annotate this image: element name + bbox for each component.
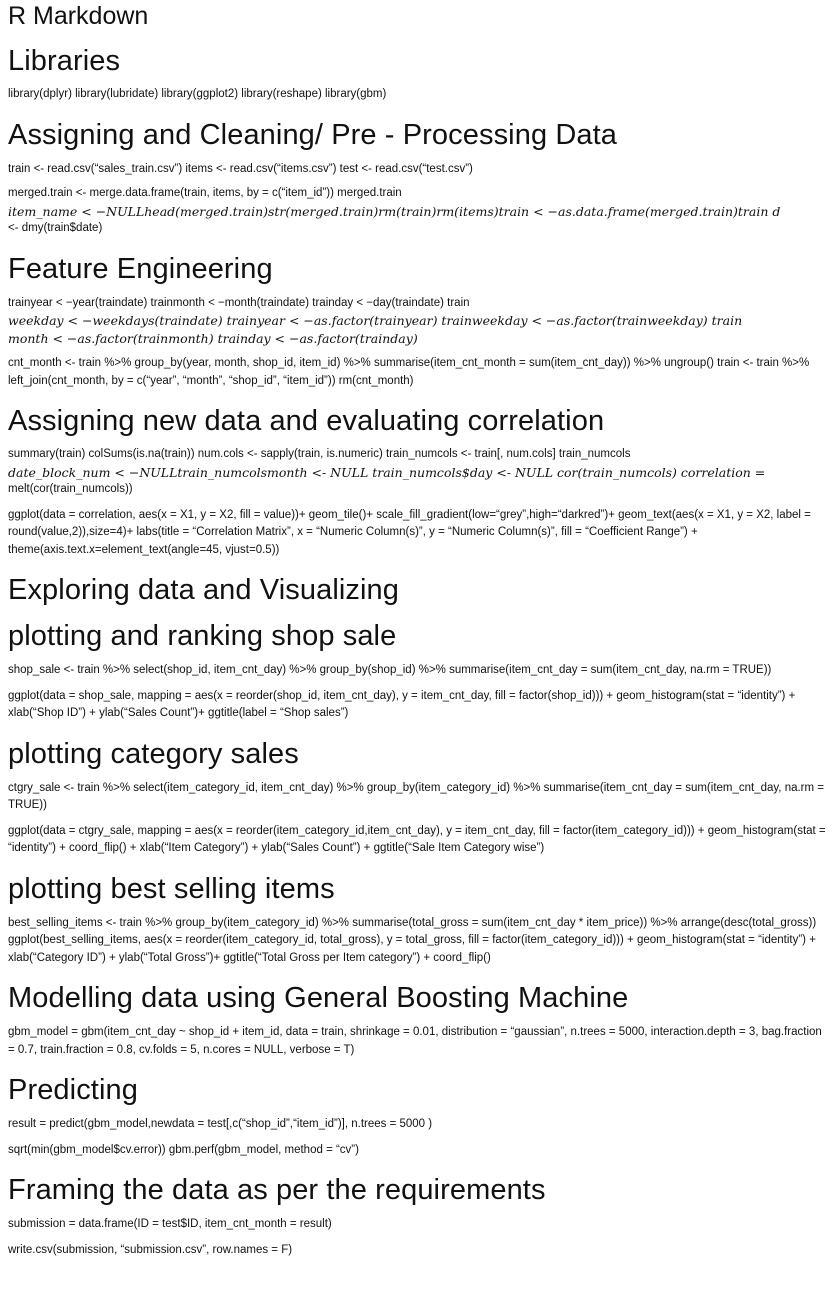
code-write-csv: write.csv(submission, “submission.csv”, … [8,1243,293,1256]
code-correlation: summary(train) colSums(is.na(train)) num… [8,446,826,499]
code-predict: result = predict(gbm_model,newdata = tes… [8,1118,433,1130]
code-merge: merged.train <- merge.data.frame(train, … [8,185,826,238]
code-submission: submission = data.frame(ID = test$ID, it… [8,1218,332,1230]
code-cv-error: sqrt(min(gbm_model$cv.error)) gbm.perf(g… [8,1143,359,1156]
code-merge-line-1: merged.train <- merge.data.frame(train, … [8,187,402,199]
document: R Markdown Libraries library(dplyr) libr… [8,0,826,1259]
heading-cleaning: Assigning and Cleaning/ Pre - Processing… [8,118,617,151]
code-date-features: trainyear < −year(traindate) trainmonth … [8,295,826,348]
heading-category-sales: plotting category sales [8,737,299,770]
code-correlation-plot: ggplot(data = correlation, aes(x = X1, y… [8,508,811,556]
heading-framing: Framing the data as per the requirements [8,1174,546,1206]
code-date-features-line-2: weekday < −weekdays(traindate) trainyear… [8,313,743,328]
code-cnt-month: cnt_month <- train %>% group_by(year, mo… [8,357,810,387]
heading-modelling: Modelling data using General Boosting Ma… [8,982,629,1014]
code-correlation-line-2: date_block_num < −NULLtrain_numcolsmonth… [8,464,766,480]
code-libraries: library(dplyr) library(lubridate) librar… [8,88,387,100]
code-shop-sale-plot: ggplot(data = shop_sale, mapping = aes(x… [8,689,796,720]
code-gbm-model: gbm_model = gbm(item_cnt_day ~ shop_id +… [8,1026,822,1056]
code-correlation-line-3: melt(cor(train_numcols)) [8,483,133,495]
heading-exploring: Exploring data and Visualizing [8,574,400,606]
code-merge-line-2: item_name < −NULLhead(merged.train)str(m… [8,203,781,219]
code-category-sales: ctgry_sale <- train %>% select(item_cate… [8,781,825,812]
heading-shop-sale: plotting and ranking shop sale [8,620,397,652]
heading-libraries: Libraries [8,45,121,77]
code-date-features-line-1: trainyear < −year(traindate) trainmonth … [8,296,470,309]
code-date-features-line-3: month < −as.factor(trainmonth) trainday … [8,330,418,346]
code-read-csv: train <- read.csv(“sales_train.csv”) ite… [8,162,473,175]
code-merge-line-3: <- dmy(train$date) [8,222,103,234]
code-category-sales-plot: ggplot(data = ctgry_sale, mapping = aes(… [8,824,826,855]
heading-feature-engineering: Feature Engineering [8,252,273,285]
code-shop-sale: shop_sale <- train %>% select(shop_id, i… [8,664,772,676]
document-title: R Markdown [8,2,149,30]
code-best-selling: best_selling_items <- train %>% group_by… [8,916,817,964]
heading-predicting: Predicting [8,1074,138,1106]
code-correlation-line-1: summary(train) colSums(is.na(train)) num… [8,448,631,460]
heading-best-selling: plotting best selling items [8,872,335,905]
heading-correlation: Assigning new data and evaluating correl… [8,405,605,437]
